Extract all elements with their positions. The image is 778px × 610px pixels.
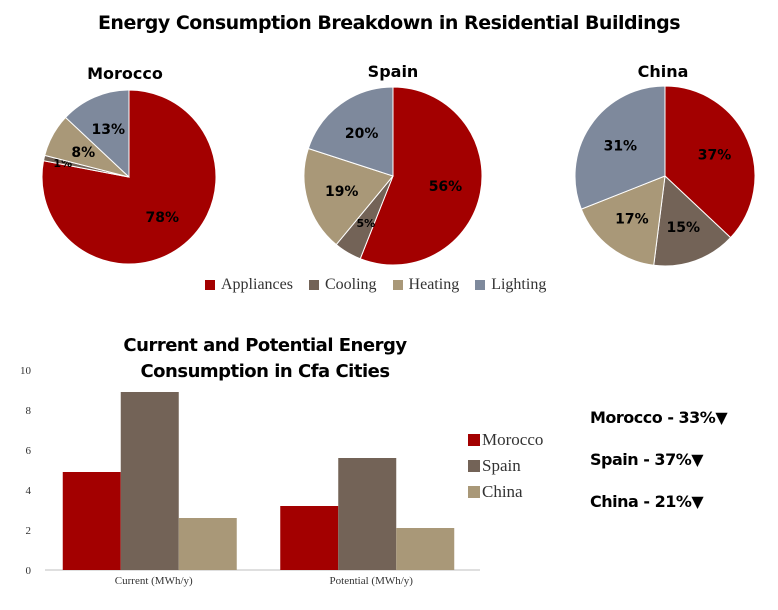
bar-legend-item-spain: Spain <box>468 456 543 476</box>
legend-item-heating: Heating <box>392 276 460 294</box>
pie-slice-lighting <box>64 89 130 179</box>
pie-value-label: 31% <box>604 139 638 155</box>
bar-legend: Morocco Spain China <box>468 430 543 508</box>
reduction-china: China - 21%▼ <box>590 492 704 511</box>
pie-title: Morocco <box>87 64 163 83</box>
y-tick-label: 6 <box>26 445 32 457</box>
bar-china <box>178 518 237 570</box>
pie-value-label: 78% <box>146 210 180 226</box>
legend-label: Lighting <box>491 276 547 293</box>
bar-chart: 0 2 4 6 8 10 Current (MWh/y) Potential (MWh/y) <box>20 365 480 587</box>
legend-item-cooling: Cooling <box>308 276 377 294</box>
pie-value-label: 20% <box>345 126 379 142</box>
pie-slice-heating <box>580 175 666 266</box>
pie-value-label: 56% <box>429 179 463 195</box>
pie-value-label: 17% <box>615 212 649 228</box>
legend-label: Spain <box>482 456 521 475</box>
pie-slice-appliances <box>359 86 483 266</box>
y-tick-label: 2 <box>26 525 32 537</box>
pie-value-label: 13% <box>92 122 126 138</box>
legend-label: China <box>482 482 523 501</box>
legend-label: Heating <box>408 276 460 293</box>
legend-swatch <box>308 280 319 290</box>
pie-title: China <box>638 62 689 81</box>
bar-morocco <box>280 506 339 570</box>
bar-morocco <box>62 472 121 570</box>
pie-slice-heating <box>303 147 394 246</box>
reduction-morocco: Morocco - 33%▼ <box>590 408 728 427</box>
legend-item-lighting: Lighting <box>475 276 546 294</box>
bar-china <box>396 528 455 570</box>
legend-swatch <box>475 280 486 290</box>
reduction-spain: Spain - 37%▼ <box>590 450 704 469</box>
legend-swatch <box>392 280 403 290</box>
pie-value-label: 8% <box>71 145 95 161</box>
pie-legend: Appliances Cooling Heating Lighting <box>205 276 546 294</box>
legend-item-appliances: Appliances <box>205 276 293 294</box>
legend-swatch <box>468 460 480 472</box>
pie-value-label: 15% <box>667 220 701 236</box>
y-tick-label: 10 <box>20 365 32 377</box>
legend-label: Cooling <box>324 276 377 293</box>
pie-value-label: 19% <box>325 184 359 200</box>
y-tick-label: 4 <box>26 485 32 497</box>
bar-spain <box>338 458 397 570</box>
bar-chart-title: Current and Potential Energy Consumption… <box>123 335 407 382</box>
legend-label: Appliances <box>221 276 293 293</box>
pie-slice-cooling <box>653 174 732 267</box>
legend-label: Morocco <box>482 430 544 449</box>
y-tick-label: 8 <box>26 405 32 417</box>
pie-value-label: 5% <box>356 217 375 230</box>
legend-swatch <box>468 434 480 446</box>
y-tick-label: 0 <box>26 565 32 577</box>
x-tick-label: Current (MWh/y) <box>115 575 193 587</box>
bar-legend-item-china: China <box>468 482 543 502</box>
pie-slice-appliances <box>41 89 217 265</box>
bar-spain <box>120 392 179 570</box>
pie-charts: Morocco78%1%8%13%Spain56%5%19%20%China37… <box>41 62 756 267</box>
bar-legend-item-morocco: Morocco <box>468 430 543 450</box>
pie-slice-appliances <box>664 85 756 239</box>
pie-china: China 37% 15% 17% 31% <box>574 62 756 267</box>
pie-value-label: 37% <box>698 148 732 164</box>
x-tick-label: Potential (MWh/y) <box>330 575 414 587</box>
pie-spain: Spain 56% 5% 19% 20% <box>303 62 483 266</box>
main-title: Energy Consumption Breakdown in Resident… <box>97 12 681 34</box>
pie-title: Spain <box>368 62 419 81</box>
pie-slice-lighting <box>574 85 666 210</box>
reduction-list: Morocco - 33%▼ Spain - 37%▼ China - 21%▼ <box>590 408 728 534</box>
legend-swatch <box>468 486 480 498</box>
legend-swatch <box>205 280 215 290</box>
pie-slice-lighting <box>307 86 394 177</box>
